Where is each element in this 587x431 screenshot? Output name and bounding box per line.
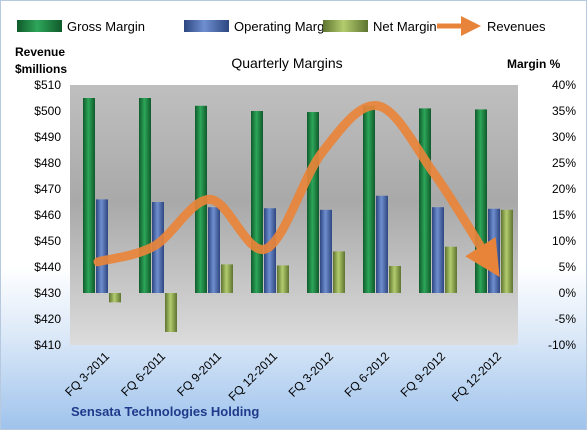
bar-net-margin-7 xyxy=(445,246,457,293)
bar-operating-margin-3 xyxy=(208,207,220,293)
bar-gross-margin-2 xyxy=(139,98,151,293)
left-axis: $410 $420 $430 $440 $450 $460 $470 $480 $490 $500… xyxy=(34,78,61,352)
right-tick-label: 15% xyxy=(552,208,576,222)
bar-net-margin-2 xyxy=(165,293,177,332)
x-tick-label: FQ 6-2012 xyxy=(342,349,393,400)
x-axis: FQ 3-2011 FQ 6-2011 FQ 9-2011 FQ 12-2011 FQ … xyxy=(62,349,504,404)
legend-label-gross-margin: Gross Margin xyxy=(67,19,145,34)
right-axis: -10% -5% 0% 5% 10% 15% 20% 25% 30% 35% 40% xyxy=(548,78,576,352)
right-tick-label: -5% xyxy=(555,312,577,326)
bar-gross-margin-1 xyxy=(83,98,95,293)
bar-gross-margin-4 xyxy=(251,111,263,293)
left-tick-label: $480 xyxy=(34,156,61,170)
legend-label-operating-margin: Operating Margin xyxy=(234,19,334,34)
bar-net-margin-1 xyxy=(109,293,121,303)
right-tick-label: -10% xyxy=(548,338,576,352)
legend-swatch-gross-margin xyxy=(17,20,62,32)
left-tick-label: $490 xyxy=(34,130,61,144)
bar-gross-margin-5 xyxy=(307,112,319,293)
bar-operating-margin-7 xyxy=(432,207,444,293)
left-axis-title-line2: $millions xyxy=(15,62,67,76)
legend-label-revenues: Revenues xyxy=(487,19,546,34)
x-tick-label: FQ 12-2011 xyxy=(226,349,281,404)
bar-operating-margin-6 xyxy=(376,195,388,293)
revenue-line-layer xyxy=(93,101,500,278)
revenues-line xyxy=(93,101,500,278)
left-tick-label: $460 xyxy=(34,208,61,222)
right-tick-label: 10% xyxy=(552,234,576,248)
right-tick-label: 25% xyxy=(552,156,576,170)
legend-swatch-net-margin xyxy=(323,20,368,32)
left-tick-label: $440 xyxy=(34,260,61,274)
bar-gross-margin-8 xyxy=(475,109,487,293)
left-tick-label: $470 xyxy=(34,182,61,196)
x-tick-label: FQ 9-2011 xyxy=(174,349,224,399)
x-tick-label: FQ 3-2012 xyxy=(286,349,337,400)
legend: Gross Margin Operating Margin Net Margin… xyxy=(17,16,546,36)
left-tick-label: $510 xyxy=(34,78,61,92)
right-tick-label: 30% xyxy=(552,130,576,144)
bar-operating-margin-1 xyxy=(96,199,108,293)
right-tick-label: 20% xyxy=(552,182,576,196)
left-axis-title-line1: Revenue xyxy=(15,45,65,59)
chart-title: Quarterly Margins xyxy=(231,55,342,71)
bar-net-margin-8 xyxy=(501,209,513,293)
bar-gross-margin-7 xyxy=(419,108,431,294)
bar-operating-margin-8 xyxy=(488,208,500,293)
left-tick-label: $450 xyxy=(34,234,61,248)
bar-net-margin-5 xyxy=(333,251,345,293)
legend-swatch-operating-margin xyxy=(184,20,229,32)
bar-net-margin-3 xyxy=(221,264,233,293)
x-tick-label: FQ 3-2011 xyxy=(62,349,112,399)
right-tick-label: 35% xyxy=(552,104,576,118)
x-tick-label: FQ 12-2012 xyxy=(449,349,504,404)
left-tick-label: $420 xyxy=(34,312,61,326)
company-name: Sensata Technologies Holding xyxy=(71,404,259,419)
bar-operating-margin-5 xyxy=(320,209,332,293)
bar-net-margin-6 xyxy=(389,265,401,293)
right-tick-label: 40% xyxy=(552,78,576,92)
bar-gross-margin-6 xyxy=(363,105,375,293)
bar-net-margin-4 xyxy=(277,265,289,293)
right-tick-label: 5% xyxy=(559,260,577,274)
left-tick-label: $430 xyxy=(34,286,61,300)
right-axis-title: Margin % xyxy=(507,57,561,71)
left-tick-label: $410 xyxy=(34,338,61,352)
x-tick-label: FQ 6-2011 xyxy=(118,349,168,399)
x-tick-label: FQ 9-2012 xyxy=(398,349,449,400)
legend-label-net-margin: Net Margin xyxy=(373,19,437,34)
right-tick-label: 0% xyxy=(559,286,577,300)
left-tick-label: $500 xyxy=(34,104,61,118)
